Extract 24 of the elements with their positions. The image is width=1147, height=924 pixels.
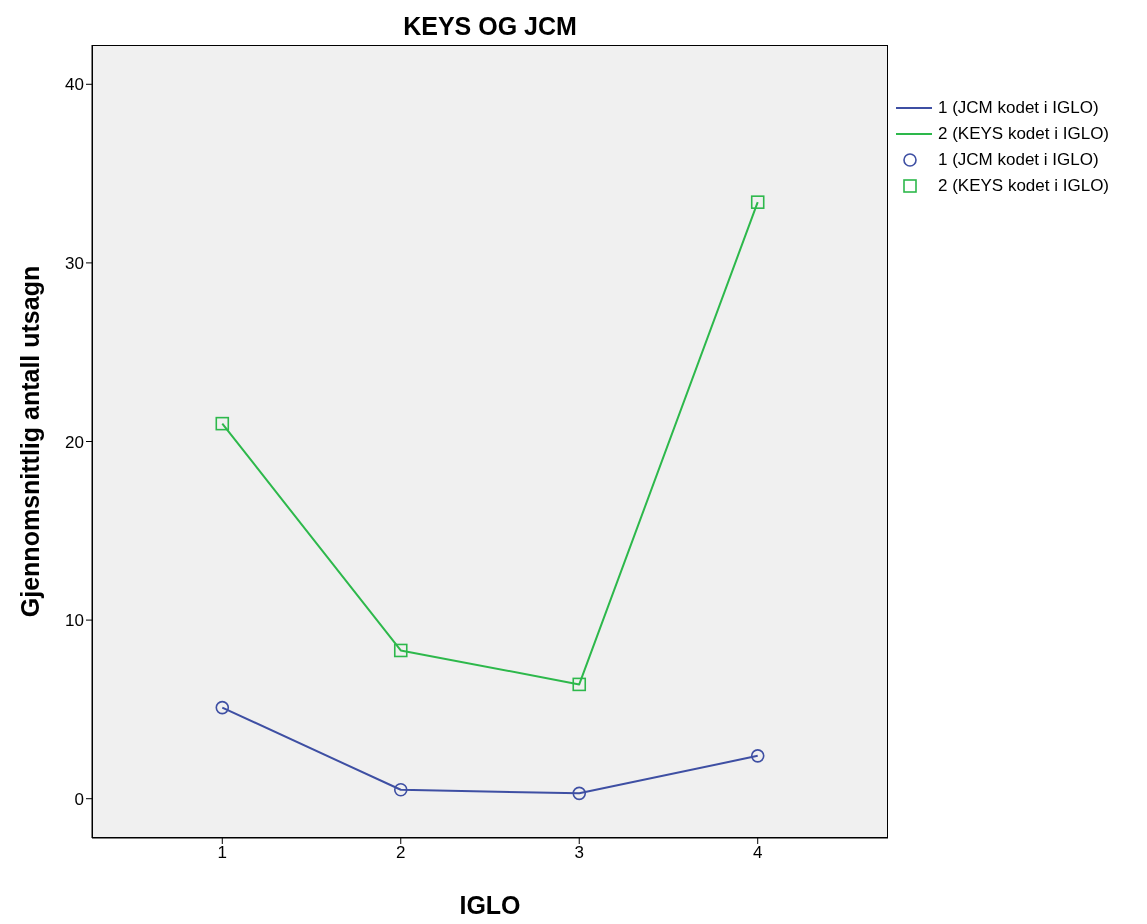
y-tick-label: 0 <box>74 789 84 809</box>
legend-label: 2 (KEYS kodet i IGLO) <box>938 175 1110 197</box>
x-axis-title: IGLO <box>459 891 521 919</box>
legend-label: 1 (JCM kodet i IGLO) <box>938 149 1099 171</box>
y-tick-label: 30 <box>65 253 84 273</box>
point <box>572 677 587 692</box>
text: 1 (JCM kodet i IGLO) <box>938 98 1099 117</box>
text: 2 (KEYS kodet i IGLO) <box>938 124 1110 143</box>
y-axis-title: Gjennomsnittlig antall utsagn <box>15 265 44 618</box>
point <box>572 786 587 801</box>
point <box>215 700 230 715</box>
point <box>393 643 408 658</box>
point <box>393 782 408 797</box>
x-tick-label: 4 <box>752 843 763 863</box>
point <box>750 195 765 209</box>
x-tick-label: 3 <box>574 843 584 863</box>
x-tick-label: 1 <box>217 843 228 863</box>
chart-title: KEYS OG JCM <box>402 12 578 41</box>
x-tick-label: 2 <box>396 843 406 863</box>
y-tick-label: 10 <box>65 611 84 631</box>
point <box>215 416 230 431</box>
y-tick-label: 20 <box>65 432 84 452</box>
y-tick-label: 40 <box>65 75 84 95</box>
point <box>750 749 765 763</box>
